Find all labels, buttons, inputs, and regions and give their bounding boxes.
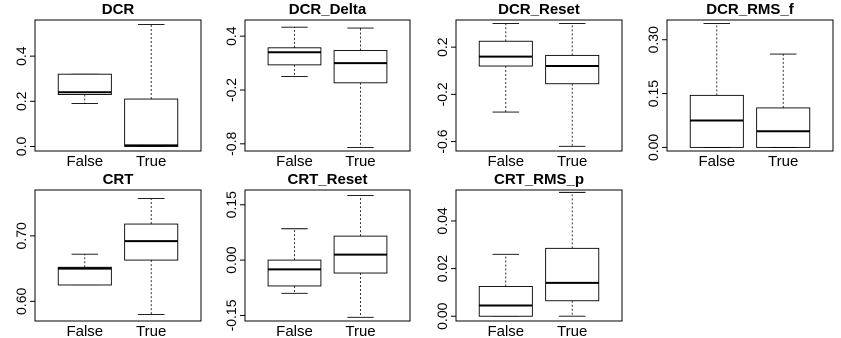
y-tick-label: 0.00: [645, 134, 661, 161]
category-label: True: [345, 153, 375, 170]
box-true: [333, 195, 388, 318]
category-label: False: [66, 153, 103, 170]
panel-title: DCR: [102, 1, 135, 18]
y-tick-label: 0.30: [645, 26, 661, 53]
box-false: [57, 73, 112, 105]
y-tick-label: 0.00: [223, 246, 239, 273]
panel-crt: CRT 0.60 0.70 False True: [13, 171, 202, 338]
category-label: True: [557, 323, 587, 338]
category-label: True: [557, 153, 587, 170]
panel-title: CRT_RMS_p: [494, 171, 584, 188]
y-tick-label: 0.2: [13, 91, 29, 111]
category-label: False: [487, 153, 524, 170]
category-label: False: [276, 153, 313, 170]
panel-title: CRT: [103, 171, 134, 188]
category-label: True: [136, 323, 166, 338]
y-tick-label: -0.15: [223, 299, 239, 331]
category-label: False: [66, 323, 103, 338]
box-true: [545, 23, 600, 147]
category-label: True: [345, 323, 375, 338]
category-label: False: [487, 323, 524, 338]
iqr-box: [756, 107, 811, 148]
iqr-box: [545, 54, 600, 85]
y-tick-label: 0.2: [434, 37, 450, 57]
iqr-box: [267, 259, 322, 287]
category-label: False: [276, 323, 313, 338]
y-tick-label: -0.6: [434, 129, 450, 153]
box-true: [124, 24, 179, 147]
plot-frame: [666, 19, 834, 152]
box-true: [333, 27, 388, 148]
category-label: True: [136, 153, 166, 170]
box-true: [545, 191, 600, 317]
panel-title: CRT_Reset: [287, 171, 367, 188]
panel-dcr-delta: DCR_Delta -0.8 -0.2 0.4 False True: [223, 1, 411, 170]
y-tick-label: 0.0: [13, 137, 29, 157]
iqr-box: [478, 286, 533, 317]
box-false: [478, 23, 533, 113]
box-true: [124, 198, 179, 315]
panel-crt-rms-p: CRT_RMS_p 0.00 0.02 0.04 False True: [434, 171, 623, 338]
y-tick-label: -0.8: [223, 132, 239, 156]
y-tick-label: 0.00: [434, 302, 450, 329]
iqr-box: [124, 98, 179, 147]
panel-dcr: DCR 0.0 0.2 0.4 False True: [13, 1, 202, 170]
y-tick-label: 0.4: [13, 46, 29, 66]
y-tick-label: 0.15: [223, 191, 239, 218]
category-label: True: [768, 153, 798, 170]
y-tick-label: 0.15: [645, 80, 661, 107]
panel-title: DCR_Delta: [289, 1, 367, 18]
iqr-box: [545, 247, 600, 302]
y-tick-label: 0.60: [13, 288, 29, 315]
plot-frame: [455, 19, 623, 152]
plot-frame: [455, 189, 623, 322]
iqr-box: [333, 50, 388, 84]
panel-crt-reset: CRT_Reset -0.15 0.00 0.15 False True: [223, 171, 411, 338]
iqr-box: [478, 40, 533, 67]
y-tick-label: -0.2: [223, 78, 239, 102]
box-true: [756, 53, 811, 148]
panel-dcr-rms-f: DCR_RMS_f 0.00 0.15 0.30 False True: [645, 1, 834, 170]
box-false: [57, 253, 112, 286]
y-tick-label: -0.2: [434, 82, 450, 106]
y-tick-label: 0.70: [13, 222, 29, 249]
plot-frame: [244, 189, 411, 322]
panel-dcr-reset: DCR_Reset -0.6 -0.2 0.2 False True: [434, 1, 623, 170]
box-false: [267, 228, 322, 294]
box-false: [267, 26, 322, 77]
panel-title: DCR_Reset: [498, 1, 580, 18]
y-tick-label: 0.04: [434, 207, 450, 234]
plot-frame: [34, 19, 202, 152]
iqr-box: [57, 266, 112, 286]
y-tick-label: 0.4: [223, 26, 239, 46]
box-false: [478, 253, 533, 317]
iqr-box: [267, 47, 322, 66]
box-false: [689, 23, 744, 148]
iqr-box: [57, 73, 112, 95]
plot-frame: [244, 19, 411, 152]
panel-title: DCR_RMS_f: [706, 1, 795, 18]
y-tick-label: 0.02: [434, 255, 450, 282]
plot-frame: [34, 189, 202, 322]
category-label: False: [698, 153, 735, 170]
